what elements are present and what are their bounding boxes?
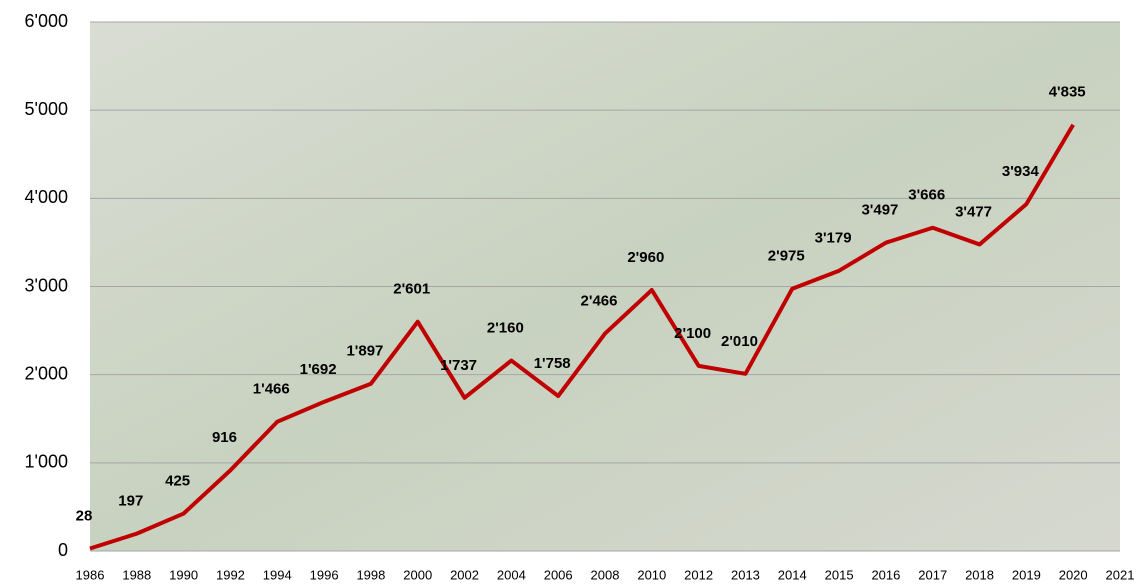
x-tick-label: 2013 xyxy=(731,567,760,582)
data-label: 1'758 xyxy=(534,355,571,372)
data-label: 1'897 xyxy=(346,343,383,360)
y-tick-label: 6'000 xyxy=(25,11,68,31)
x-tick-label: 2008 xyxy=(591,567,620,582)
line xyxy=(89,123,1075,551)
x-tick-label: 2014 xyxy=(778,567,807,582)
data-label: 3'666 xyxy=(908,187,945,204)
data-label: 1'737 xyxy=(440,357,477,374)
data-label: 2'601 xyxy=(393,281,430,298)
x-tick-label: 1986 xyxy=(76,567,105,582)
y-tick-label: 3'000 xyxy=(25,275,68,295)
data-label: 1'692 xyxy=(300,361,337,378)
y-tick-label: 5'000 xyxy=(25,99,68,119)
y-tick-label: 4'000 xyxy=(25,187,68,207)
data-label: 2'100 xyxy=(674,325,711,342)
x-tick-label: 1998 xyxy=(356,567,385,582)
data-label: 3'179 xyxy=(815,230,852,247)
data-label: 197 xyxy=(118,493,143,510)
data-label: 3'477 xyxy=(955,203,992,220)
x-tick-label: 2010 xyxy=(637,567,666,582)
x-tick-label: 1996 xyxy=(310,567,339,582)
data-label: 2'010 xyxy=(721,333,758,350)
x-tick-label: 2017 xyxy=(918,567,947,582)
data-label: 425 xyxy=(165,472,190,489)
x-tick-label: 2019 xyxy=(1012,567,1041,582)
y-tick-label: 1'000 xyxy=(25,452,68,472)
x-tick-label: 2021 xyxy=(1106,567,1135,582)
x-tick-label: 1988 xyxy=(122,567,151,582)
x-tick-label: 2012 xyxy=(684,567,713,582)
x-tick-label: 1992 xyxy=(216,567,245,582)
y-tick-label: 2'000 xyxy=(25,363,68,383)
data-label: 2'960 xyxy=(627,249,664,266)
x-tick-label: 2002 xyxy=(450,567,479,582)
data-label: 28 xyxy=(76,508,93,525)
data-label: 2'975 xyxy=(768,248,805,265)
x-tick-label: 2018 xyxy=(965,567,994,582)
x-tick-label: 1994 xyxy=(263,567,292,582)
data-label: 3'934 xyxy=(1002,163,1040,180)
x-tick-label: 2000 xyxy=(403,567,432,582)
data-label: 1'466 xyxy=(253,381,290,398)
x-tick-label: 2020 xyxy=(1059,567,1088,582)
data-label: 2'160 xyxy=(487,320,524,337)
data-label: 2'466 xyxy=(581,293,618,310)
x-tick-label: 2004 xyxy=(497,567,526,582)
x-tick-label: 2015 xyxy=(825,567,854,582)
x-tick-label: 2006 xyxy=(544,567,573,582)
x-tick-label: 2016 xyxy=(871,567,900,582)
x-tick-label: 1990 xyxy=(169,567,198,582)
data-label: 4'835 xyxy=(1049,84,1086,101)
data-label: 916 xyxy=(212,429,237,446)
y-tick-label: 0 xyxy=(58,540,68,560)
data-label: 3'497 xyxy=(861,202,898,219)
